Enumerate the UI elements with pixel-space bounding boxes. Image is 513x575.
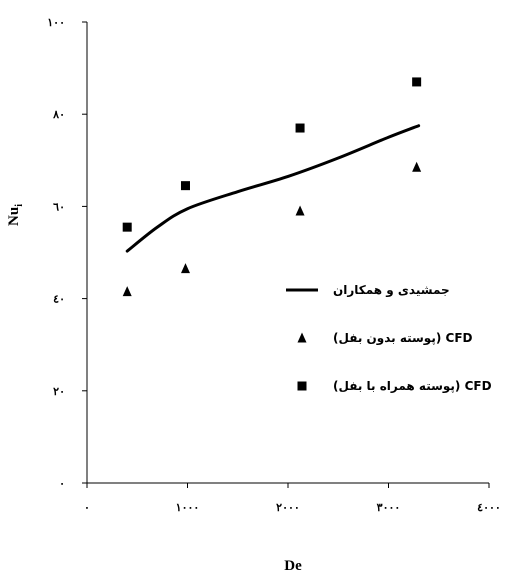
- series-2: [122, 77, 422, 232]
- x-axis-title: De: [284, 558, 302, 574]
- x-tick-label: ٠: [84, 501, 90, 514]
- x-axis-ticks: ٠ ١٠٠٠ ٢٠٠٠ ٣٠٠٠ ٤٠٠٠: [84, 483, 501, 514]
- legend-triangle-swatch: [297, 332, 307, 343]
- triangle-point: [180, 263, 190, 274]
- legend-label: (پوسته بدون بفل) CFD: [333, 331, 473, 346]
- x-tick-label: ٣٠٠٠: [377, 501, 401, 514]
- y-tick-label: ٦٠: [53, 200, 65, 213]
- triangle-point: [122, 286, 132, 297]
- series-1: [122, 161, 422, 297]
- y-tick-label: ٢٠: [53, 385, 65, 398]
- square-point: [122, 222, 132, 232]
- square-point: [412, 77, 422, 87]
- y-axis-title-main: Nu: [6, 207, 22, 226]
- triangle-point: [295, 205, 305, 216]
- legend-label: جمشیدی و همکاران: [333, 283, 450, 298]
- y-tick-label: ٨٠: [52, 108, 65, 121]
- series-line: [125, 124, 421, 253]
- y-tick-label: ٠: [59, 477, 65, 490]
- axes: [86, 22, 489, 484]
- triangle-point: [412, 161, 422, 172]
- legend-label: (پوسته همراه با بفل) CFD: [333, 379, 492, 394]
- y-axis-title: Nui: [6, 204, 25, 226]
- x-tick-label: ٤٠٠٠: [477, 501, 501, 514]
- legend-square-swatch: [297, 381, 307, 391]
- x-tick-label: ١٠٠٠: [176, 501, 200, 514]
- y-axis-ticks: ٠ ٢٠ ٤٠ ٦٠ ٨٠ ١٠٠: [47, 16, 87, 490]
- series-0: [125, 124, 421, 253]
- x-tick-label: ٢٠٠٠: [276, 501, 300, 514]
- y-axis-title-subscript: i: [14, 204, 25, 207]
- legend: جمشیدی و همکاران (پوسته بدون بفل) CFD (پوس…: [286, 283, 492, 394]
- square-point: [295, 123, 305, 133]
- square-point: [180, 181, 190, 191]
- plot-area: [122, 77, 422, 297]
- y-tick-label: ١٠٠: [47, 16, 65, 29]
- y-tick-label: ٤٠: [53, 293, 65, 306]
